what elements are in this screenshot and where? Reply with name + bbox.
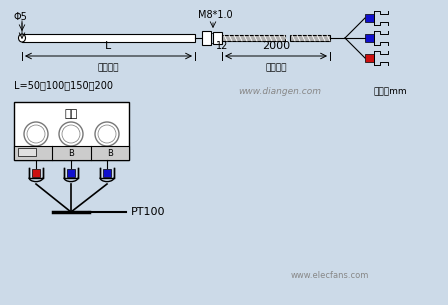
Text: A: A xyxy=(30,149,36,157)
Bar xyxy=(290,35,330,41)
Text: B: B xyxy=(69,149,74,157)
Text: Φ5: Φ5 xyxy=(14,12,28,22)
Text: 仪表: 仪表 xyxy=(65,109,78,119)
Bar xyxy=(22,34,195,42)
Bar xyxy=(14,146,129,160)
Circle shape xyxy=(27,125,45,143)
Text: 探头长度: 探头长度 xyxy=(98,63,119,72)
Bar xyxy=(365,14,374,22)
Text: www.diangen.com: www.diangen.com xyxy=(238,87,322,96)
Bar xyxy=(202,31,211,45)
Bar xyxy=(103,169,111,177)
Text: 单位：mm: 单位：mm xyxy=(373,87,407,96)
Text: PT100: PT100 xyxy=(131,207,165,217)
Text: 2000: 2000 xyxy=(262,41,290,51)
Text: www.elecfans.com: www.elecfans.com xyxy=(291,271,369,279)
Bar xyxy=(213,32,222,44)
Bar xyxy=(365,34,374,42)
Bar xyxy=(18,148,36,156)
Text: M8*1.0: M8*1.0 xyxy=(198,10,233,20)
Text: 12: 12 xyxy=(216,41,228,51)
Bar xyxy=(14,102,129,160)
Ellipse shape xyxy=(18,34,26,42)
Text: L=50、100、150、200: L=50、100、150、200 xyxy=(14,80,113,90)
Circle shape xyxy=(59,122,83,146)
Circle shape xyxy=(62,125,80,143)
Circle shape xyxy=(24,122,48,146)
Text: L: L xyxy=(105,41,112,51)
Circle shape xyxy=(98,125,116,143)
Bar xyxy=(67,169,75,177)
Text: 引线长度: 引线长度 xyxy=(265,63,287,72)
Circle shape xyxy=(95,122,119,146)
Bar xyxy=(222,35,285,41)
Bar xyxy=(365,54,374,62)
Text: B: B xyxy=(107,149,113,157)
Bar xyxy=(32,169,40,177)
